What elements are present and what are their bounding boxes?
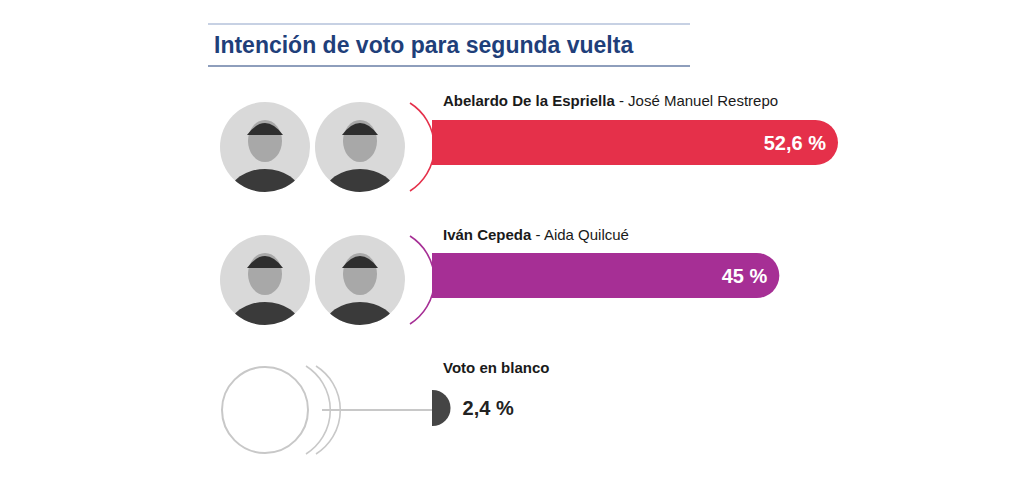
portrait bbox=[220, 235, 310, 354]
bracket bbox=[410, 236, 434, 324]
category-label: Voto en blanco bbox=[443, 359, 549, 376]
bar bbox=[432, 253, 779, 298]
bracket bbox=[410, 103, 434, 191]
title: Intención de voto para segunda vuelta bbox=[214, 32, 633, 58]
bars bbox=[432, 120, 838, 426]
portrait bbox=[220, 102, 310, 221]
title-rule-top bbox=[208, 24, 690, 25]
category-label: Iván Cepeda - Aida Quilcué bbox=[443, 226, 629, 243]
category-label: Abelardo De la Espriella - José Manuel R… bbox=[443, 92, 778, 109]
bar bbox=[432, 120, 838, 165]
chart: Intención de voto para segunda vuelta Abe… bbox=[0, 0, 1024, 483]
blank-circle bbox=[222, 367, 308, 453]
connector bbox=[322, 409, 432, 411]
bar bbox=[432, 390, 451, 426]
portrait bbox=[315, 102, 405, 221]
portrait bbox=[315, 235, 405, 354]
value-label: 2,4 % bbox=[463, 397, 514, 419]
value-label: 52,6 % bbox=[764, 132, 826, 154]
title-rule-bottom bbox=[208, 65, 690, 66]
value-label: 45 % bbox=[722, 265, 768, 287]
